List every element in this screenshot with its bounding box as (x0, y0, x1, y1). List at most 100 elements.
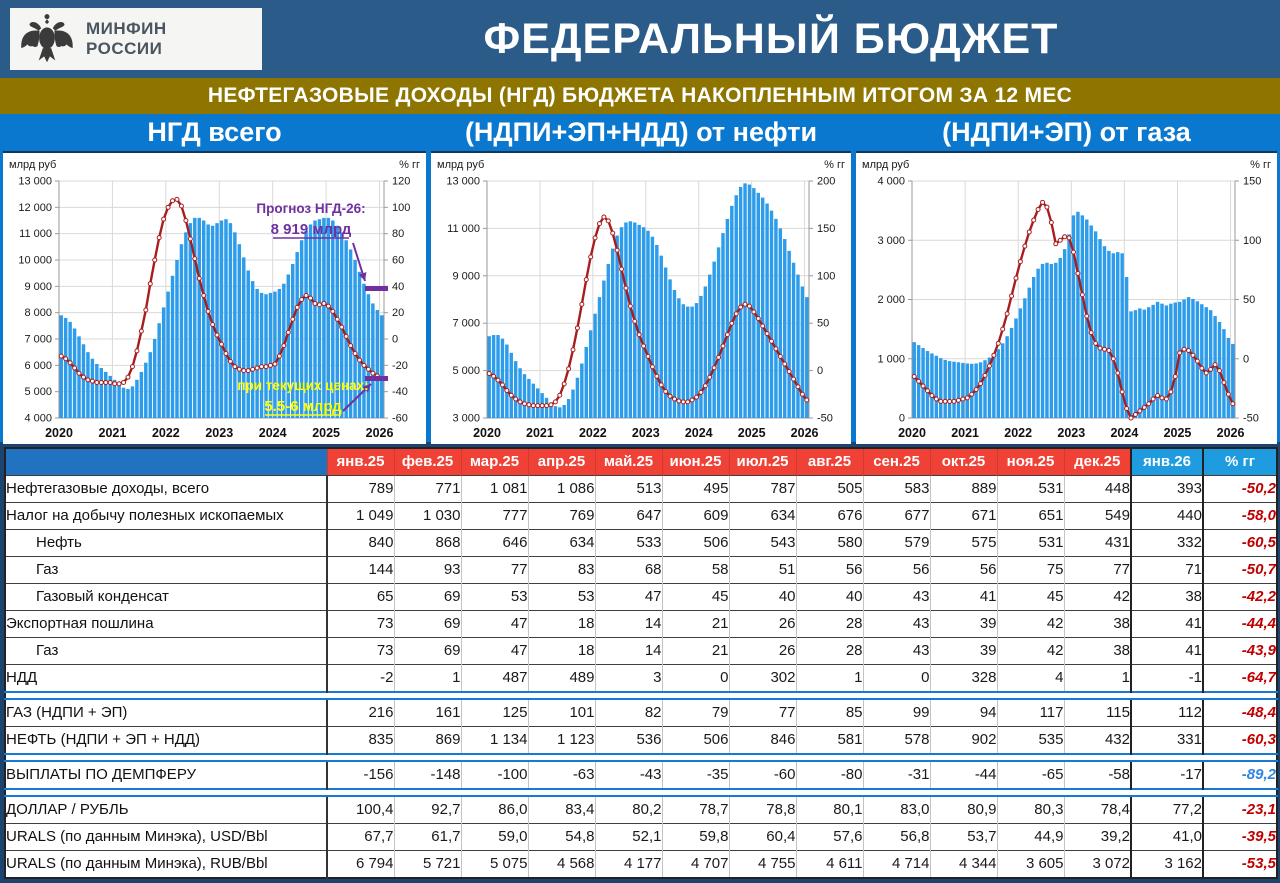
cell-value: 80,3 (996, 795, 1064, 824)
cell-value: 44,9 (996, 823, 1064, 851)
cell-value: 4 177 (594, 850, 662, 878)
cell-value: 787 (728, 475, 796, 503)
cell-value: 3 (594, 664, 662, 692)
double-eagle-icon (21, 14, 73, 63)
svg-text:-40: -40 (392, 386, 408, 398)
cell-value: 543 (728, 529, 796, 557)
cell-value: 112 (1130, 698, 1204, 727)
svg-text:9 000: 9 000 (452, 270, 480, 282)
cell-value: 575 (929, 529, 997, 557)
cell-value: -43 (594, 760, 662, 789)
cell-value: 92,7 (393, 795, 461, 824)
svg-text:2021: 2021 (526, 426, 554, 440)
cell-value: 54,8 (527, 823, 595, 851)
row-label: Газ (5, 556, 328, 584)
cell-value: 47 (460, 637, 528, 665)
cell-value: 59,0 (460, 823, 528, 851)
cell-value: 3 162 (1130, 850, 1204, 878)
cell-value: 93 (393, 556, 461, 584)
svg-text:60: 60 (392, 255, 404, 267)
cell-value: 676 (795, 502, 863, 530)
svg-text:2025: 2025 (1164, 426, 1192, 440)
col-header-month: июн.25 (661, 448, 729, 476)
cell-value: 77 (728, 698, 796, 727)
cell-value: 634 (728, 502, 796, 530)
svg-text:5 000: 5 000 (452, 365, 480, 377)
col-header-month: фев.25 (393, 448, 461, 476)
svg-text:-50: -50 (1243, 413, 1259, 425)
cell-value: 38 (1063, 637, 1131, 665)
page-header: МИНФИН РОССИИ ФЕДЕРАЛЬНЫЙ БЮДЖЕТ (0, 0, 1280, 78)
section-separator (5, 691, 1277, 700)
cell-value: 45 (661, 583, 729, 611)
svg-text:8 000: 8 000 (24, 307, 52, 319)
cell-value: 14 (594, 637, 662, 665)
svg-text:11 000: 11 000 (447, 223, 480, 235)
cell-value: 646 (460, 529, 528, 557)
table-row: Нефть 840 868 646 634 533 506 543 580 579 575 531 43… (5, 529, 1277, 557)
page-title: ФЕДЕРАЛЬНЫЙ БЮДЖЕТ (483, 14, 1059, 63)
svg-text:2023: 2023 (205, 426, 233, 440)
row-label: НДД (5, 664, 328, 692)
cell-value: 506 (661, 726, 729, 754)
cell-yoy: -60,3 (1203, 726, 1277, 754)
cell-value: 68 (594, 556, 662, 584)
row-label: Нефтегазовые доходы, всего (5, 475, 328, 503)
cell-value: -58 (1063, 760, 1131, 789)
cell-value: 487 (460, 664, 528, 692)
svg-text:3 000: 3 000 (452, 413, 480, 425)
chart-svg: 3 000 5 000 7 000 9 000 11 000 13 000 -50 0 50 10… (431, 153, 851, 444)
table-row: Экспортная пошлина 73 69 47 18 14 21 26 28 43 39 42… (5, 610, 1277, 638)
cell-value: 42 (996, 637, 1064, 665)
cell-value: 56 (795, 556, 863, 584)
svg-text:5 000: 5 000 (24, 386, 52, 398)
cell-value: 58 (661, 556, 729, 584)
cell-value: 82 (594, 698, 662, 727)
cell-value: 902 (929, 726, 997, 754)
col-header-month: апр.25 (527, 448, 595, 476)
cell-value: 75 (996, 556, 1064, 584)
annotation-text: при текущих ценах: (237, 378, 368, 393)
cell-value: 45 (996, 583, 1064, 611)
svg-text:0: 0 (817, 365, 823, 377)
cell-value: 835 (326, 726, 394, 754)
cell-value: 42 (1063, 583, 1131, 611)
cell-value: 4 755 (728, 850, 796, 878)
svg-text:7 000: 7 000 (452, 318, 480, 330)
right-axis-unit: % гг (824, 159, 845, 171)
cell-value: 1 081 (460, 475, 528, 503)
cell-value: 43 (862, 583, 930, 611)
cell-value: 581 (795, 726, 863, 754)
col-header-month: сен.25 (862, 448, 930, 476)
annotation-text: Прогноз НГД-26: (256, 201, 365, 216)
cell-value: 771 (393, 475, 461, 503)
col-header-month: июл.25 (728, 448, 796, 476)
left-axis-unit: млрд руб (9, 159, 56, 171)
cell-value: 41 (929, 583, 997, 611)
yoy-line-markers (911, 199, 1236, 421)
svg-text:-60: -60 (392, 413, 408, 425)
cell-value: 86,0 (460, 795, 528, 824)
cell-value: 78,8 (728, 795, 796, 824)
row-label: ГАЗ (НДПИ + ЭП) (5, 698, 328, 727)
cell-value: 889 (929, 475, 997, 503)
cell-value: 56 (862, 556, 930, 584)
cell-value: 94 (929, 698, 997, 727)
cell-value: -100 (460, 760, 528, 789)
cell-value: 533 (594, 529, 662, 557)
svg-text:2020: 2020 (473, 426, 501, 440)
cell-value: 1 (1063, 664, 1131, 692)
cell-value: 79 (661, 698, 729, 727)
table-row: Газ 73 69 47 18 14 21 26 28 43 39 42 38 41 -43,9 (5, 637, 1277, 665)
annotation-value: 8 919 млрд (271, 221, 352, 238)
cell-value: 77 (460, 556, 528, 584)
cell-value: 18 (527, 610, 595, 638)
cell-value: 4 714 (862, 850, 930, 878)
col-header-month: дек.25 (1063, 448, 1131, 476)
cell-value: 80,1 (795, 795, 863, 824)
left-axis-unit: млрд руб (862, 159, 909, 171)
table-row: URALS (по данным Минэка), USD/Bbl 67,7 61,… (5, 823, 1277, 851)
charts-section: НГД всего (НДПИ+ЭП+НДД) от нефти (НДПИ+Э… (0, 114, 1280, 444)
table-row: НЕФТЬ (НДПИ + ЭП + НДД) 835 869 1 134 1 123 5… (5, 726, 1277, 754)
